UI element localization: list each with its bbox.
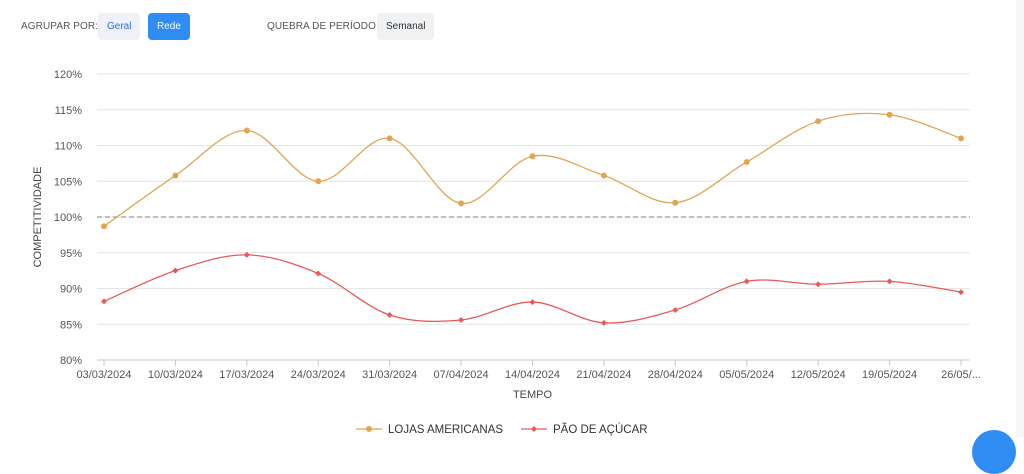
legend-item[interactable]: LOJAS AMERICANAS — [356, 424, 503, 436]
data-point[interactable] — [458, 200, 465, 207]
data-point[interactable] — [101, 223, 107, 230]
x-tick-label: 17/03/2024 — [219, 369, 274, 381]
y-tick-label: 100% — [54, 212, 82, 224]
data-point[interactable] — [958, 135, 964, 142]
y-axis-ticks: 80% 85% 90% 95% 100% 105% 110% 115% 120% — [54, 69, 82, 367]
scrollbar[interactable] — [1016, 0, 1024, 437]
data-point[interactable] — [815, 281, 822, 288]
data-point[interactable] — [458, 316, 465, 323]
data-point[interactable] — [600, 319, 607, 326]
y-tick-label: 85% — [60, 319, 82, 331]
data-point[interactable] — [243, 127, 250, 134]
data-point[interactable] — [886, 111, 893, 118]
y-tick-label: 120% — [54, 69, 82, 81]
x-axis: 03/03/2024 10/03/2024 17/03/2024 24/03/2024… — [76, 359, 981, 381]
data-point[interactable] — [886, 278, 893, 285]
data-point[interactable] — [386, 311, 393, 318]
data-point[interactable] — [243, 251, 250, 258]
data-point[interactable] — [172, 172, 179, 179]
legend-marker — [366, 426, 372, 432]
group-by-label: AGRUPAR POR: — [21, 21, 99, 32]
data-point[interactable] — [600, 172, 607, 179]
series-line-lojas-americanas — [103, 112, 962, 227]
y-tick-label: 80% — [60, 355, 82, 367]
y-tick-label: 90% — [60, 284, 82, 296]
legend[interactable]: LOJAS AMERICANAS PÃO DE AÇÚCAR — [356, 423, 648, 436]
legend-marker — [531, 426, 537, 432]
x-tick-label: 07/04/2024 — [434, 369, 489, 381]
x-tick-label: 12/05/2024 — [791, 369, 846, 381]
data-point[interactable] — [315, 178, 322, 185]
data-point[interactable] — [958, 289, 964, 296]
data-point[interactable] — [315, 270, 322, 277]
competitiveness-chart: 80% 85% 90% 95% 100% 105% 110% 115% 120% 03/03/2… — [32, 69, 981, 436]
data-point[interactable] — [672, 306, 679, 313]
group-rede-button[interactable]: Rede — [148, 13, 190, 40]
data-point[interactable] — [743, 158, 750, 165]
x-tick-label: 10/03/2024 — [148, 369, 203, 381]
series-group — [101, 111, 964, 326]
y-axis-title: COMPETITIVIDADE — [32, 167, 44, 268]
x-tick-label: 14/04/2024 — [505, 369, 560, 381]
x-tick-label: 28/04/2024 — [648, 369, 703, 381]
period-select[interactable]: Semanal — [377, 13, 435, 40]
x-tick-label: 03/03/2024 — [76, 369, 131, 381]
group-geral-button[interactable]: Geral — [98, 13, 141, 40]
legend-label: PÃO DE AÇÚCAR — [553, 423, 648, 436]
legend-label: LOJAS AMERICANAS — [388, 424, 503, 436]
data-point[interactable] — [529, 153, 536, 160]
data-point[interactable] — [172, 267, 179, 274]
data-point[interactable] — [529, 299, 536, 306]
period-break-label: QUEBRA DE PERÍODO: — [267, 21, 379, 32]
x-tick-label: 19/05/2024 — [862, 369, 917, 381]
data-point[interactable] — [386, 135, 393, 142]
data-point[interactable] — [101, 298, 107, 305]
y-tick-label: 110% — [55, 141, 83, 153]
legend-item[interactable]: PÃO DE AÇÚCAR — [521, 423, 648, 436]
y-tick-label: 115% — [55, 105, 83, 117]
x-tick-label: 31/03/2024 — [362, 369, 417, 381]
y-tick-label: 105% — [54, 176, 82, 188]
x-axis-title: TEMPO — [513, 389, 553, 401]
y-tick-label: 95% — [60, 248, 82, 260]
data-point[interactable] — [743, 278, 750, 285]
x-tick-label: 26/05/... — [941, 369, 981, 381]
data-point[interactable] — [672, 199, 679, 206]
x-tick-label: 05/05/2024 — [719, 369, 774, 381]
toolbar: AGRUPAR POR: Geral Rede QUEBRA DE PERÍOD… — [0, 13, 1024, 41]
x-tick-label: 24/03/2024 — [291, 369, 346, 381]
data-point[interactable] — [815, 118, 822, 125]
x-tick-label: 21/04/2024 — [576, 369, 631, 381]
